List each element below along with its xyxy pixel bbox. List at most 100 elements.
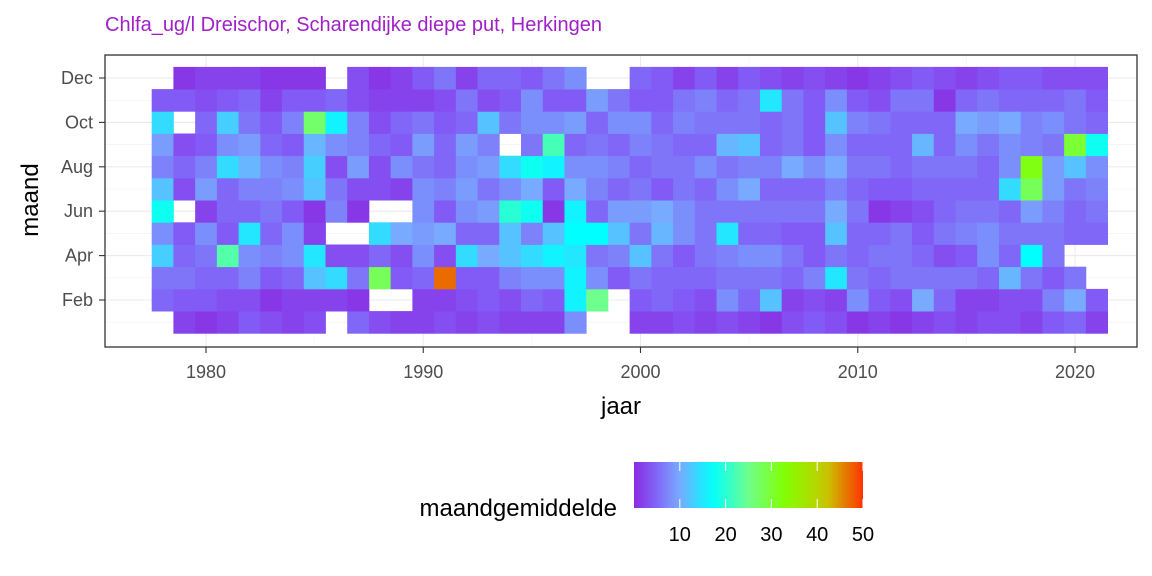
heatmap-tile: [173, 222, 196, 245]
heatmap-tile: [738, 155, 761, 179]
heatmap-tile: [868, 177, 891, 201]
heatmap-tile: [238, 111, 261, 134]
heatmap-tile: [781, 244, 804, 268]
heatmap-tile: [586, 222, 609, 245]
heatmap-tile: [521, 244, 544, 268]
heatmap-tile: [651, 200, 674, 223]
heatmap-tile: [542, 89, 565, 112]
heatmap-tile: [434, 311, 457, 334]
heatmap-tile: [716, 311, 739, 334]
legend-tick-label: 20: [714, 524, 736, 546]
heatmap-tile: [716, 288, 739, 312]
heatmap-tile: [455, 244, 478, 268]
heatmap-tile: [477, 288, 500, 312]
heatmap-tile: [238, 311, 261, 334]
heatmap-tile: [998, 222, 1022, 245]
heatmap-tile: [412, 155, 435, 179]
heatmap-tile: [368, 111, 392, 134]
heatmap-tile: [216, 133, 239, 157]
heatmap-tile: [542, 311, 565, 334]
heatmap-tile: [607, 89, 631, 112]
heatmap-tile: [412, 222, 435, 245]
heatmap-tile: [803, 244, 826, 268]
heatmap-tile: [455, 311, 478, 334]
heatmap-tile: [912, 177, 935, 201]
chart-title: Chlfa_ug/l Dreischor, Scharendijke diepe…: [105, 14, 602, 36]
heatmap-tile: [933, 66, 956, 90]
heatmap-tile: [759, 89, 783, 112]
heatmap-tiles: [151, 66, 1108, 334]
heatmap-tile: [868, 266, 891, 290]
heatmap-tile: [1085, 111, 1108, 134]
heatmap-tile: [151, 155, 174, 179]
heatmap-tile: [347, 244, 370, 268]
heatmap-tile: [521, 66, 544, 90]
heatmap-tile: [912, 89, 935, 112]
heatmap-tile: [282, 200, 305, 223]
heatmap-tile: [912, 155, 935, 179]
heatmap-tile: [564, 222, 587, 245]
heatmap-tile: [303, 311, 326, 334]
heatmap-tile: [238, 266, 261, 290]
heatmap-tile: [781, 288, 804, 312]
heatmap-tile: [173, 133, 196, 157]
heatmap-tile: [803, 89, 826, 112]
heatmap-tile: [607, 111, 631, 134]
heatmap-tile: [173, 311, 196, 334]
heatmap-tile: [716, 177, 739, 201]
heatmap-tile: [607, 222, 631, 245]
heatmap-tile: [260, 222, 283, 245]
heatmap-tile: [521, 111, 544, 134]
heatmap-tile: [759, 288, 783, 312]
heatmap-tile: [1020, 222, 1043, 245]
heatmap-tile: [412, 111, 435, 134]
heatmap-tile: [1064, 200, 1087, 223]
heatmap-tile: [977, 200, 1000, 223]
y-tick-label: Apr: [65, 246, 93, 266]
heatmap-tile: [282, 311, 305, 334]
heatmap-tile: [998, 288, 1022, 312]
heatmap-tile: [325, 200, 348, 223]
heatmap-tile: [977, 89, 1000, 112]
y-tick-label: Feb: [62, 290, 93, 310]
heatmap-tile: [825, 66, 848, 90]
heatmap-tile: [347, 311, 370, 334]
heatmap-tile: [390, 177, 413, 201]
heatmap-tile: [912, 111, 935, 134]
heatmap-tile: [542, 200, 565, 223]
heatmap-tile: [781, 311, 804, 334]
heatmap-tile: [781, 66, 804, 90]
heatmap-tile: [846, 66, 870, 90]
y-tick-label: Dec: [61, 68, 93, 88]
heatmap-tile: [499, 244, 522, 268]
heatmap-tile: [803, 177, 826, 201]
heatmap-tile: [933, 111, 956, 134]
heatmap-tile: [912, 244, 935, 268]
heatmap-tile: [347, 177, 370, 201]
heatmap-tile: [499, 311, 522, 334]
heatmap-tile: [912, 133, 935, 157]
heatmap-tile: [629, 311, 652, 334]
heatmap-tile: [238, 200, 261, 223]
heatmap-tile: [260, 311, 283, 334]
heatmap-tile: [781, 200, 804, 223]
heatmap-tile: [651, 89, 674, 112]
heatmap-tile: [629, 244, 652, 268]
heatmap-tile: [542, 155, 565, 179]
heatmap-tile: [1042, 89, 1065, 112]
heatmap-tile: [955, 111, 978, 134]
heatmap-tile: [890, 311, 913, 334]
heatmap-tile: [781, 155, 804, 179]
heatmap-tile: [499, 177, 522, 201]
heatmap-tile: [325, 155, 348, 179]
heatmap-tile: [673, 288, 696, 312]
heatmap-tile: [151, 288, 174, 312]
heatmap-tile: [368, 311, 392, 334]
heatmap-tile: [977, 244, 1000, 268]
heatmap-tile: [195, 133, 218, 157]
heatmap-tile: [781, 266, 804, 290]
heatmap-tile: [521, 155, 544, 179]
heatmap-tile: [455, 155, 478, 179]
heatmap-tile: [368, 266, 392, 290]
heatmap-tile: [716, 155, 739, 179]
